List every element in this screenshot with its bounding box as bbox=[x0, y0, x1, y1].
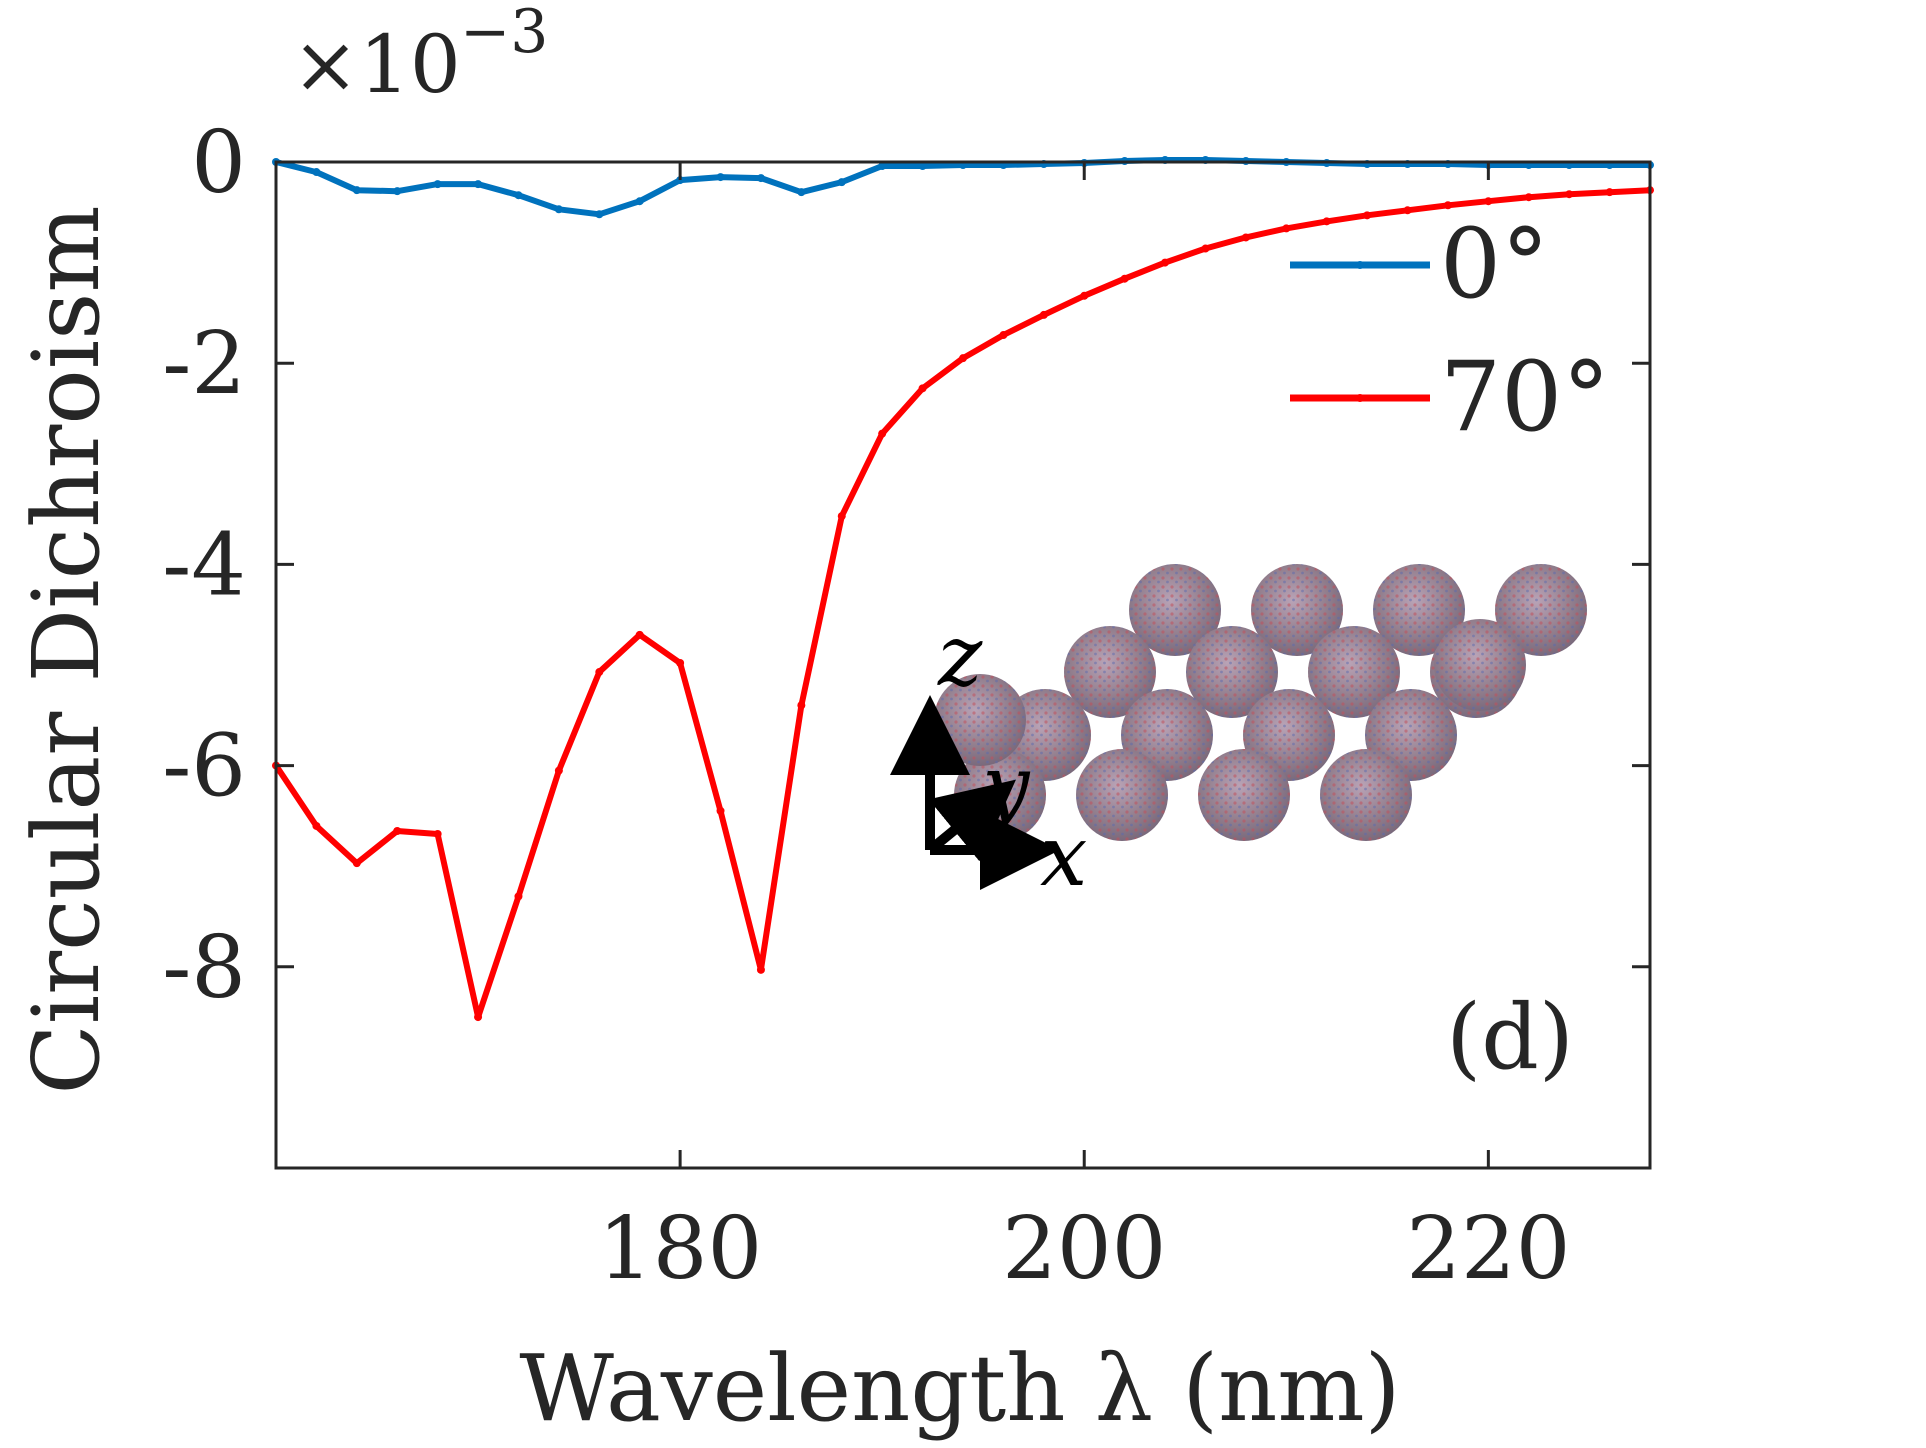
series-1-point-224 bbox=[1565, 190, 1574, 199]
series-1-point-188 bbox=[837, 512, 846, 521]
series-1-point-194 bbox=[959, 354, 967, 363]
series-1-point-184 bbox=[756, 965, 765, 974]
series-1-point-212 bbox=[1322, 217, 1331, 226]
series-1-point-196 bbox=[999, 331, 1008, 340]
series-1-point-204 bbox=[1161, 258, 1170, 267]
series-0-point-190 bbox=[878, 162, 887, 171]
series-0-point-172 bbox=[514, 191, 523, 200]
y-exponent-power: −3 bbox=[460, 0, 548, 67]
legend-label-70deg: 70° bbox=[1440, 341, 1610, 453]
legend: 0° 70° bbox=[1290, 208, 1610, 453]
xyz-axes-icon: zyx bbox=[890, 607, 1087, 905]
y-tick-label-1: -2 bbox=[162, 314, 246, 414]
series-1-point-174 bbox=[554, 766, 563, 775]
nanoparticle-texture-1 bbox=[1251, 564, 1343, 656]
series-1-point-186 bbox=[797, 701, 806, 710]
series-1-point-176 bbox=[595, 668, 604, 677]
series-0-point-176 bbox=[595, 210, 604, 219]
z-axis-letter: z bbox=[937, 607, 983, 705]
inset-illustration: zyx bbox=[890, 564, 1587, 905]
legend-marker-70deg bbox=[1356, 394, 1364, 402]
y-tick-label-3: -6 bbox=[162, 717, 246, 817]
series-0-point-174 bbox=[554, 205, 563, 214]
y-tick-label-4: -8 bbox=[162, 918, 246, 1018]
series-1-point-218 bbox=[1443, 201, 1452, 210]
nanoparticle-texture-14 bbox=[1198, 749, 1290, 841]
series-1-point-216 bbox=[1403, 206, 1412, 215]
series-1-point-178 bbox=[635, 630, 644, 639]
series-0-point-166 bbox=[393, 187, 402, 196]
x-tick-label-220: 220 bbox=[1406, 1199, 1570, 1299]
x-tick-label-180: 180 bbox=[598, 1199, 762, 1299]
series-1-point-162 bbox=[312, 821, 321, 830]
series-1-point-202 bbox=[1120, 274, 1129, 283]
series-1-point-180 bbox=[676, 658, 685, 667]
series-1-point-208 bbox=[1241, 233, 1250, 242]
y-tick-label-2: -4 bbox=[162, 515, 246, 615]
axes-layer: 180 200 220 0 -2 -4 -6 -8 bbox=[162, 113, 1652, 1299]
y-axis-letter: y bbox=[978, 737, 1031, 835]
series-0-point-184 bbox=[756, 174, 765, 183]
y-axis-title: Circular Dichroism bbox=[13, 205, 120, 1094]
series-1-point-220 bbox=[1484, 197, 1493, 206]
nanoparticle-texture-5 bbox=[1186, 626, 1278, 718]
series-1-point-226 bbox=[1605, 188, 1614, 197]
nanoparticle-lattice-icon bbox=[934, 564, 1587, 841]
x-tick-label-200: 200 bbox=[1002, 1199, 1166, 1299]
series-1-point-214 bbox=[1363, 211, 1372, 220]
series-1-point-192 bbox=[918, 384, 927, 393]
nanoparticle-texture-0 bbox=[1129, 564, 1221, 656]
nanoparticle-texture-17 bbox=[1434, 619, 1526, 711]
y-tick-label-0: 0 bbox=[191, 113, 246, 213]
legend-label-0deg: 0° bbox=[1440, 208, 1549, 320]
series-1-point-190 bbox=[878, 429, 887, 438]
series-0-point-180 bbox=[676, 176, 685, 185]
series-1-point-210 bbox=[1282, 224, 1291, 233]
nanoparticle-texture-15 bbox=[1320, 749, 1412, 841]
series-1-point-164 bbox=[352, 859, 361, 868]
series-0-point-182 bbox=[716, 173, 725, 182]
series-0-point-170 bbox=[474, 180, 483, 189]
series-0-point-186 bbox=[797, 188, 806, 197]
series-0-point-178 bbox=[635, 197, 644, 206]
nanoparticle-texture-4 bbox=[1064, 626, 1156, 718]
panel-label: (d) bbox=[1446, 985, 1574, 1090]
series-0-point-192 bbox=[918, 162, 927, 171]
y-axis-arrow bbox=[926, 779, 1016, 862]
series-0-point-168 bbox=[433, 180, 442, 189]
series-1-point-198 bbox=[1039, 310, 1048, 319]
nanoparticle-texture-6 bbox=[1308, 626, 1400, 718]
series-1-point-206 bbox=[1201, 244, 1210, 253]
series-1-point-166 bbox=[393, 826, 402, 835]
x-axis-letter: x bbox=[1040, 807, 1087, 905]
series-1-point-172 bbox=[514, 892, 523, 901]
series-1-point-170 bbox=[474, 1013, 483, 1022]
plot-frame bbox=[274, 160, 1652, 1170]
series-0-point-162 bbox=[312, 168, 321, 177]
series-1-point-182 bbox=[716, 806, 725, 815]
nanoparticle-texture-13 bbox=[1076, 749, 1168, 841]
series-0-point-188 bbox=[837, 178, 846, 187]
y-exponent-label: ×10 bbox=[292, 18, 461, 111]
series-1-point-222 bbox=[1524, 193, 1533, 202]
series-1-point-168 bbox=[433, 830, 442, 839]
x-axis-title: Wavelength λ (nm) bbox=[519, 1335, 1400, 1442]
nanoparticle-texture-3 bbox=[1495, 564, 1587, 656]
legend-marker-0deg bbox=[1356, 261, 1364, 269]
series-0-point-164 bbox=[352, 186, 361, 195]
series-1-point-200 bbox=[1080, 291, 1089, 300]
nanoparticle-texture-2 bbox=[1373, 564, 1465, 656]
